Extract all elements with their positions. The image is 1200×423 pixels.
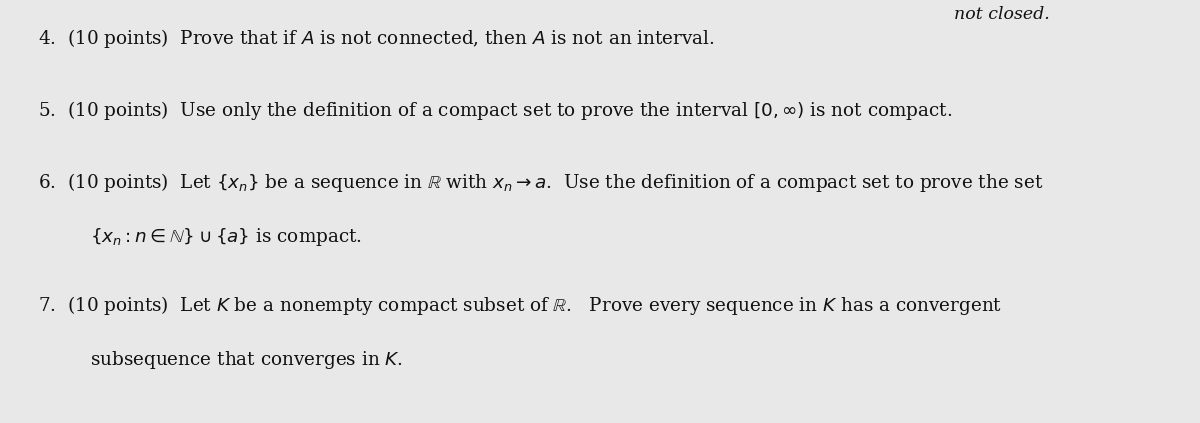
Text: not closed.: not closed. xyxy=(954,6,1050,23)
Text: subsequence that converges in $K$.: subsequence that converges in $K$. xyxy=(90,349,403,371)
Text: 6.  (10 points)  Let $\{x_n\}$ be a sequence in $\mathbb{R}$ with $x_n \to a$.  : 6. (10 points) Let $\{x_n\}$ be a sequen… xyxy=(38,171,1044,194)
Text: 4.  (10 points)  Prove that if $\mathit{A}$ is not connected, then $\mathit{A}$ : 4. (10 points) Prove that if $\mathit{A}… xyxy=(38,27,715,50)
Text: 5.  (10 points)  Use only the definition of a compact set to prove the interval : 5. (10 points) Use only the definition o… xyxy=(38,99,953,122)
Text: $\{x_n : n \in \mathbb{N}\} \cup \{a\}$ is compact.: $\{x_n : n \in \mathbb{N}\} \cup \{a\}$ … xyxy=(90,226,362,248)
Text: 7.  (10 points)  Let $K$ be a nonempty compact subset of $\mathbb{R}$.   Prove e: 7. (10 points) Let $K$ be a nonempty com… xyxy=(38,294,1003,317)
